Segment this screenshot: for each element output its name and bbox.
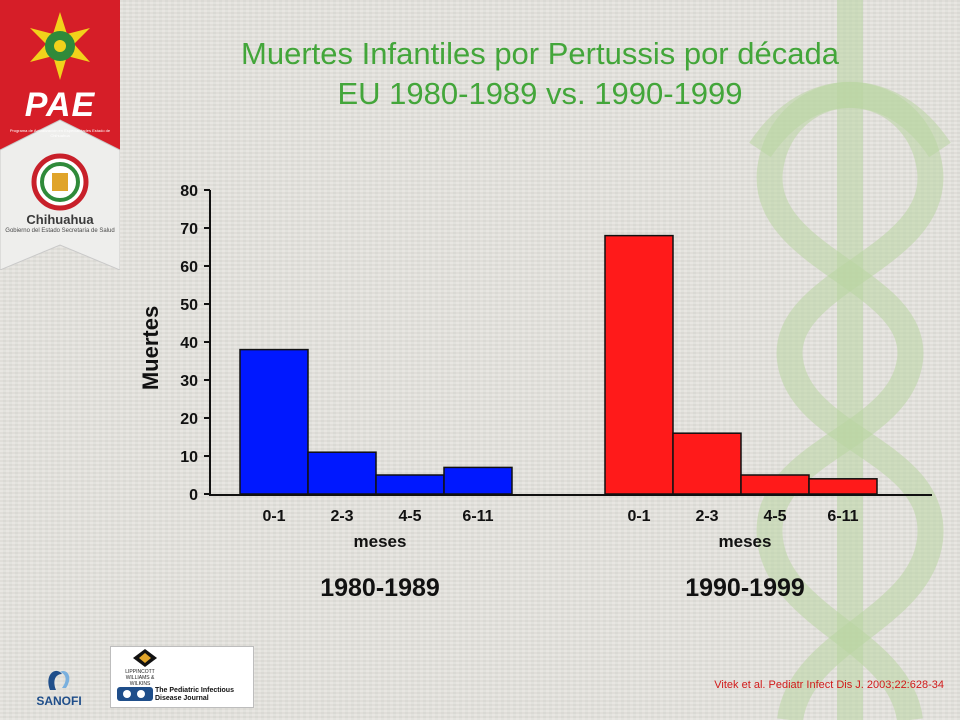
y-tick-label: 0 xyxy=(189,487,198,504)
y-tick-label: 50 xyxy=(180,297,198,314)
bar-chart: 0 10 20 30 40 50 60 70 80 Muertes 0-1 2-3 4-5 6-11 mes… xyxy=(138,183,932,602)
journal-logo: LIPPINCOTT WILLIAMS & WILKINS The Pediat… xyxy=(110,646,254,708)
bar xyxy=(672,432,742,495)
title-line-1: Muertes Infantiles por Pertussis por déc… xyxy=(241,36,839,71)
y-tick-label: 40 xyxy=(180,335,198,352)
bar xyxy=(375,474,445,495)
pae-logo-subtitle: Programa de Actualización en Especialida… xyxy=(9,128,111,138)
bar xyxy=(443,466,513,495)
bar xyxy=(307,451,377,495)
chihuahua-logo-text: Chihuahua xyxy=(26,212,94,227)
x-tick-label: 2-3 xyxy=(330,508,353,525)
x-tick-label: 0-1 xyxy=(262,508,285,525)
y-tick-label: 80 xyxy=(180,183,198,200)
title-line-2: EU 1980-1989 vs. 1990-1999 xyxy=(337,76,743,111)
bar xyxy=(604,234,674,495)
y-tick-label: 10 xyxy=(180,449,198,466)
chihuahua-logo-subtitle: Gobierno del Estado Secretaría de Salud xyxy=(5,228,115,234)
sanofi-logo-icon xyxy=(48,670,70,690)
bar xyxy=(740,474,810,495)
group-label: 1990-1999 xyxy=(685,574,805,602)
y-tick-label: 20 xyxy=(180,411,198,428)
bar xyxy=(239,348,309,495)
x-tick-label: 4-5 xyxy=(763,508,786,525)
group-label: 1980-1989 xyxy=(320,574,440,602)
lww-emblem-icon xyxy=(133,649,157,667)
journal-emblem-icon xyxy=(117,687,153,701)
bar xyxy=(808,478,878,495)
y-tick-label: 70 xyxy=(180,221,198,238)
y-axis-label: Muertes xyxy=(138,306,163,390)
y-tick-label: 30 xyxy=(180,373,198,390)
citation: Vitek et al. Pediatr Infect Dis J. 2003;… xyxy=(714,679,944,691)
sanofi-logo-text: SANOFI xyxy=(36,694,82,708)
x-tick-label: 6-11 xyxy=(827,508,858,525)
lww-logo-text: LIPPINCOTT WILLIAMS & WILKINS xyxy=(125,669,155,687)
journal-logo-text: The Pediatric Infectious Disease Journal xyxy=(155,687,234,702)
slide-title: Muertes Infantiles por Pertussis por déc… xyxy=(130,34,950,114)
caduceus-watermark-icon xyxy=(749,0,951,720)
x-axis-label: meses xyxy=(354,532,407,551)
x-tick-label: 4-5 xyxy=(398,508,421,525)
x-axis-label: meses xyxy=(719,532,772,551)
y-tick-label: 60 xyxy=(180,259,198,276)
x-tick-label: 6-11 xyxy=(462,508,493,525)
pae-banner xyxy=(0,0,120,270)
x-tick-label: 0-1 xyxy=(627,508,650,525)
x-tick-label: 2-3 xyxy=(695,508,718,525)
pae-logo-text: PAE xyxy=(24,86,96,124)
